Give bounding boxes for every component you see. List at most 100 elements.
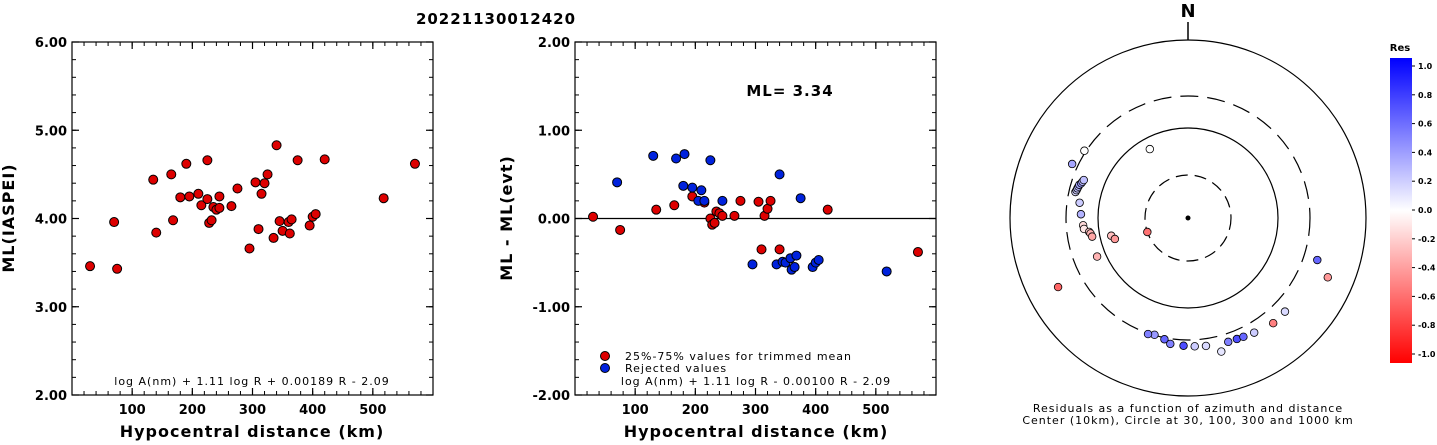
middle-plot-point — [747, 259, 758, 270]
middle-plot-point — [774, 169, 785, 180]
left-plot-point — [166, 169, 177, 180]
left-plot-point — [196, 200, 207, 211]
legend-marker-rejected — [600, 363, 610, 373]
middle-plot-ytick-label: -2.00 — [533, 389, 570, 404]
polar-point — [1166, 339, 1175, 349]
middle-plot-point — [612, 177, 623, 188]
legend-label-trimmed: 25%-75% values for trimmed mean — [625, 350, 852, 363]
polar-point — [1249, 328, 1259, 337]
polar-point — [1087, 232, 1097, 241]
left-plot-point — [292, 155, 303, 166]
left-plot-ytick-label: 3.00 — [35, 301, 67, 316]
middle-plot-xlabel: Hypocentral distance (km) — [624, 422, 889, 441]
left-plot-point — [168, 215, 179, 226]
polar-point — [1080, 146, 1089, 155]
left-plot-xtick-label: 400 — [299, 403, 326, 418]
polar-point — [1143, 329, 1153, 339]
left-plot-point — [259, 178, 270, 189]
left-plot-point — [181, 158, 192, 169]
left-plot-point — [226, 201, 237, 212]
polar-point — [1224, 337, 1233, 347]
left-plot-point — [268, 232, 279, 243]
left-plot-xtick-label: 300 — [239, 403, 266, 418]
polar-point — [1076, 210, 1086, 219]
colorbar-tick-label: 0.8 — [1418, 91, 1433, 100]
middle-plot-formula: log A(nm) + 1.11 log R - 0.00100 R - 2.0… — [621, 375, 891, 388]
left-plot-point — [378, 193, 389, 204]
middle-plot-xtick-label: 500 — [862, 403, 889, 418]
colorbar-tick-label: 0.2 — [1418, 177, 1432, 186]
colorbar-tick-label: -0.8 — [1418, 321, 1436, 330]
left-plot-ylabel: ML(IASPEI) — [0, 163, 18, 272]
middle-plot-xtick-label: 100 — [622, 403, 649, 418]
middle-plot-point — [753, 196, 764, 207]
polar-point — [1179, 341, 1188, 350]
middle-plot-point — [669, 200, 680, 211]
left-plot-point — [304, 220, 315, 231]
polar-point — [1110, 234, 1120, 244]
middle-plot-ticks: -2.00 -1.00 0.00 1.00 2.00 100 200 300 400 500 — [533, 36, 936, 418]
middle-plot-xtick-label: 200 — [682, 403, 709, 418]
left-plot-point — [262, 169, 273, 180]
left-plot-point — [253, 224, 264, 235]
polar-point — [1313, 255, 1322, 265]
left-plot-xtick-label: 100 — [119, 403, 146, 418]
polar-center-dot — [1185, 215, 1191, 221]
left-plot-point — [274, 216, 285, 227]
left-plot-point — [256, 188, 267, 199]
legend-label-rejected: Rejected values — [625, 362, 727, 375]
left-plot-ytick-label: 2.00 — [35, 389, 67, 404]
colorbar-gradient — [1390, 58, 1412, 363]
colorbar-tick-label: 0.4 — [1418, 148, 1433, 157]
north-label: N — [1180, 1, 1195, 22]
middle-plot-point — [671, 153, 682, 164]
ml-annotation: ML= 3.34 — [746, 82, 833, 100]
middle-plot-point — [735, 195, 746, 206]
colorbar-tick-label: -0.2 — [1418, 235, 1436, 244]
middle-plot-point — [696, 185, 707, 196]
left-plot-point — [109, 217, 120, 228]
polar-point — [1079, 175, 1088, 185]
left-plot-points — [85, 140, 420, 274]
left-plot-point — [319, 154, 330, 165]
polar-point — [1092, 252, 1102, 261]
polar-caption-line1: Residuals as a function of azimuth and d… — [1033, 402, 1343, 415]
polar-caption-line2: Center (10km), Circle at 30, 100, 300 an… — [1022, 414, 1353, 427]
middle-plot-ylabel: ML - ML(evt) — [497, 155, 516, 281]
left-plot-formula: log A(nm) + 1.11 log R + 0.00189 R - 2.0… — [114, 375, 389, 388]
middle-plot-point — [813, 254, 824, 265]
left-plot-point — [409, 158, 420, 169]
legend-marker-trimmed — [600, 351, 610, 361]
figure-title: 20221130012420 — [416, 10, 576, 28]
polar-point — [1268, 319, 1278, 328]
left-plot-ytick-label: 5.00 — [35, 124, 67, 139]
middle-plot-point — [679, 149, 690, 160]
middle-plot-point — [756, 244, 767, 255]
left-plot-point — [284, 228, 295, 239]
left-plot-point — [85, 261, 96, 272]
left-plot-ytick-label: 4.00 — [35, 213, 67, 228]
middle-plot-point — [615, 224, 626, 235]
polar-circle-100km — [1097, 127, 1279, 309]
left-plot-point — [232, 183, 243, 194]
left-plot: 2.00 3.00 4.00 5.00 6.00 100 200 300 400 500 log … — [0, 36, 434, 441]
left-plot-point — [250, 177, 261, 188]
colorbar-tick-label: -1.0 — [1418, 350, 1436, 359]
left-plot-ticks: 2.00 3.00 4.00 5.00 6.00 100 200 300 400 500 — [35, 36, 433, 418]
polar-circle-300km — [1065, 95, 1311, 341]
middle-plot-point — [717, 210, 728, 221]
middle-plot-point — [651, 204, 662, 215]
polar-point — [1323, 273, 1332, 282]
polar-point — [1190, 342, 1199, 351]
left-plot-point — [271, 140, 282, 151]
middle-plot-legend: 25%-75% values for trimmed mean Rejected… — [600, 350, 852, 375]
middle-plot-point — [881, 266, 892, 277]
colorbar-tick-label: -0.4 — [1418, 264, 1436, 273]
left-plot-ytick-label: 6.00 — [35, 36, 67, 51]
colorbar-tick-label: -0.6 — [1418, 292, 1436, 301]
polar-point — [1201, 341, 1211, 351]
left-plot-xtick-label: 500 — [359, 403, 386, 418]
middle-plot-point — [648, 150, 659, 161]
polar-point — [1075, 198, 1084, 207]
left-plot-point — [206, 215, 217, 226]
